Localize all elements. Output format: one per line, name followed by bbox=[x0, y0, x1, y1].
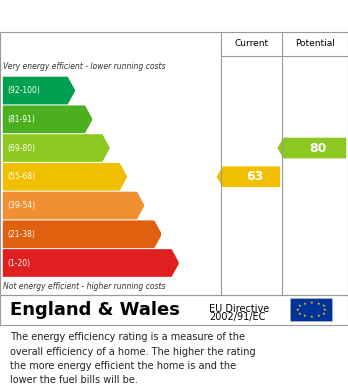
Text: Energy Efficiency Rating: Energy Efficiency Rating bbox=[10, 9, 220, 23]
Text: 80: 80 bbox=[310, 142, 327, 154]
Text: ★: ★ bbox=[323, 308, 327, 312]
Text: ★: ★ bbox=[298, 304, 302, 308]
Text: 2002/91/EC: 2002/91/EC bbox=[209, 312, 265, 322]
Text: ★: ★ bbox=[303, 314, 307, 318]
Text: ★: ★ bbox=[296, 308, 300, 312]
Polygon shape bbox=[3, 163, 127, 191]
Text: (55-68): (55-68) bbox=[7, 172, 35, 181]
Text: Current: Current bbox=[234, 39, 269, 48]
Text: ★: ★ bbox=[310, 301, 313, 305]
Text: ★: ★ bbox=[298, 312, 302, 316]
Text: ★: ★ bbox=[321, 304, 325, 308]
Text: Very energy efficient - lower running costs: Very energy efficient - lower running co… bbox=[3, 62, 166, 71]
Text: (92-100): (92-100) bbox=[7, 86, 40, 95]
Polygon shape bbox=[277, 138, 346, 158]
Text: C: C bbox=[108, 142, 117, 154]
Text: ★: ★ bbox=[310, 316, 313, 319]
Text: ★: ★ bbox=[321, 312, 325, 316]
Text: England & Wales: England & Wales bbox=[10, 301, 180, 319]
Text: The energy efficiency rating is a measure of the
overall efficiency of a home. T: The energy efficiency rating is a measur… bbox=[10, 332, 256, 385]
Text: G: G bbox=[177, 256, 188, 269]
Polygon shape bbox=[3, 249, 179, 277]
Text: EU Directive: EU Directive bbox=[209, 303, 269, 314]
Polygon shape bbox=[3, 192, 145, 219]
Text: (21-38): (21-38) bbox=[7, 230, 35, 239]
Polygon shape bbox=[3, 106, 93, 133]
Polygon shape bbox=[3, 77, 76, 104]
Text: B: B bbox=[91, 113, 101, 126]
Text: Potential: Potential bbox=[295, 39, 335, 48]
Polygon shape bbox=[3, 221, 162, 248]
Text: (81-91): (81-91) bbox=[7, 115, 35, 124]
Text: Not energy efficient - higher running costs: Not energy efficient - higher running co… bbox=[3, 282, 166, 291]
Text: (69-80): (69-80) bbox=[7, 143, 35, 152]
Text: (1-20): (1-20) bbox=[7, 258, 30, 267]
Text: (39-54): (39-54) bbox=[7, 201, 35, 210]
Polygon shape bbox=[3, 134, 110, 162]
Text: ★: ★ bbox=[316, 314, 320, 318]
Text: A: A bbox=[74, 84, 83, 97]
Text: ★: ★ bbox=[303, 301, 307, 306]
Text: ★: ★ bbox=[316, 301, 320, 306]
Text: F: F bbox=[160, 228, 169, 241]
Polygon shape bbox=[216, 167, 280, 187]
Text: E: E bbox=[143, 199, 151, 212]
FancyBboxPatch shape bbox=[291, 299, 332, 321]
Text: 63: 63 bbox=[246, 170, 263, 183]
Text: D: D bbox=[126, 170, 136, 183]
